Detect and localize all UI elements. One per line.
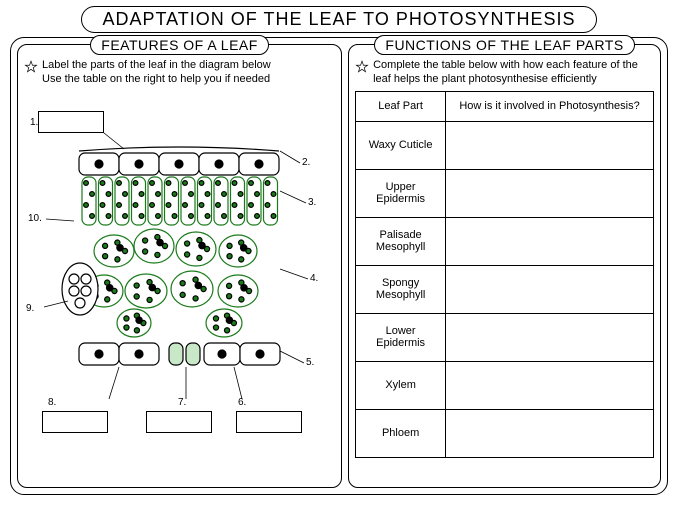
functions-panel: FUNCTIONS OF THE LEAF PARTS Complete the…	[348, 44, 661, 488]
table-row: Palisade Mesophyll	[356, 217, 654, 265]
function-cell[interactable]	[446, 409, 654, 457]
star-icon	[355, 60, 369, 74]
answer-box-1[interactable]	[38, 111, 104, 133]
main-title: ADAPTATION OF THE LEAF TO PHOTOSYNTHESIS	[81, 6, 596, 33]
features-instruction: Label the parts of the leaf in the diagr…	[24, 59, 335, 87]
label-num-5: 5.	[306, 357, 314, 368]
leaf-part-cell: Xylem	[356, 361, 446, 409]
label-num-8: 8.	[48, 397, 56, 408]
table-row: Phloem	[356, 409, 654, 457]
leaf-part-cell: Palisade Mesophyll	[356, 217, 446, 265]
functions-heading: FUNCTIONS OF THE LEAF PARTS	[374, 35, 634, 55]
answer-box-6[interactable]	[236, 411, 302, 433]
function-cell[interactable]	[446, 121, 654, 169]
functions-instruction-text: Complete the table below with how each f…	[373, 59, 654, 87]
features-panel: FEATURES OF A LEAF Label the parts of th…	[17, 44, 342, 488]
table-row: Upper Epidermis	[356, 169, 654, 217]
function-cell[interactable]	[446, 313, 654, 361]
table-row: Lower Epidermis	[356, 313, 654, 361]
star-icon	[24, 60, 38, 74]
label-num-4: 4.	[310, 273, 318, 284]
leaf-part-cell: Waxy Cuticle	[356, 121, 446, 169]
table-row: Spongy Mesophyll	[356, 265, 654, 313]
col-leaf-part: Leaf Part	[356, 91, 446, 121]
features-instruction-text: Label the parts of the leaf in the diagr…	[42, 59, 271, 87]
worksheet-frame: FEATURES OF A LEAF Label the parts of th…	[10, 37, 668, 495]
function-cell[interactable]	[446, 361, 654, 409]
table-header-row: Leaf Part How is it involved in Photosyn…	[356, 91, 654, 121]
function-cell[interactable]	[446, 265, 654, 313]
leaf-part-cell: Upper Epidermis	[356, 169, 446, 217]
table-row: Waxy Cuticle	[356, 121, 654, 169]
label-num-6: 6.	[238, 397, 246, 408]
label-num-2: 2.	[302, 157, 310, 168]
features-heading: FEATURES OF A LEAF	[90, 35, 269, 55]
label-num-7: 7.	[178, 397, 186, 408]
label-num-3: 3.	[308, 197, 316, 208]
label-num-9: 9.	[26, 303, 34, 314]
function-cell[interactable]	[446, 217, 654, 265]
leaf-part-cell: Lower Epidermis	[356, 313, 446, 361]
leaf-part-cell: Spongy Mesophyll	[356, 265, 446, 313]
leaf-diagram: 1. 2. 3. 4. 5. 6. 7. 8. 9. 10.	[24, 91, 335, 484]
label-num-10: 10.	[28, 213, 42, 224]
functions-instruction: Complete the table below with how each f…	[355, 59, 654, 87]
functions-table: Leaf Part How is it involved in Photosyn…	[355, 91, 654, 458]
table-row: Xylem	[356, 361, 654, 409]
leaf-part-cell: Phloem	[356, 409, 446, 457]
col-function: How is it involved in Photosynthesis?	[446, 91, 654, 121]
answer-box-7[interactable]	[146, 411, 212, 433]
answer-box-8[interactable]	[42, 411, 108, 433]
function-cell[interactable]	[446, 169, 654, 217]
